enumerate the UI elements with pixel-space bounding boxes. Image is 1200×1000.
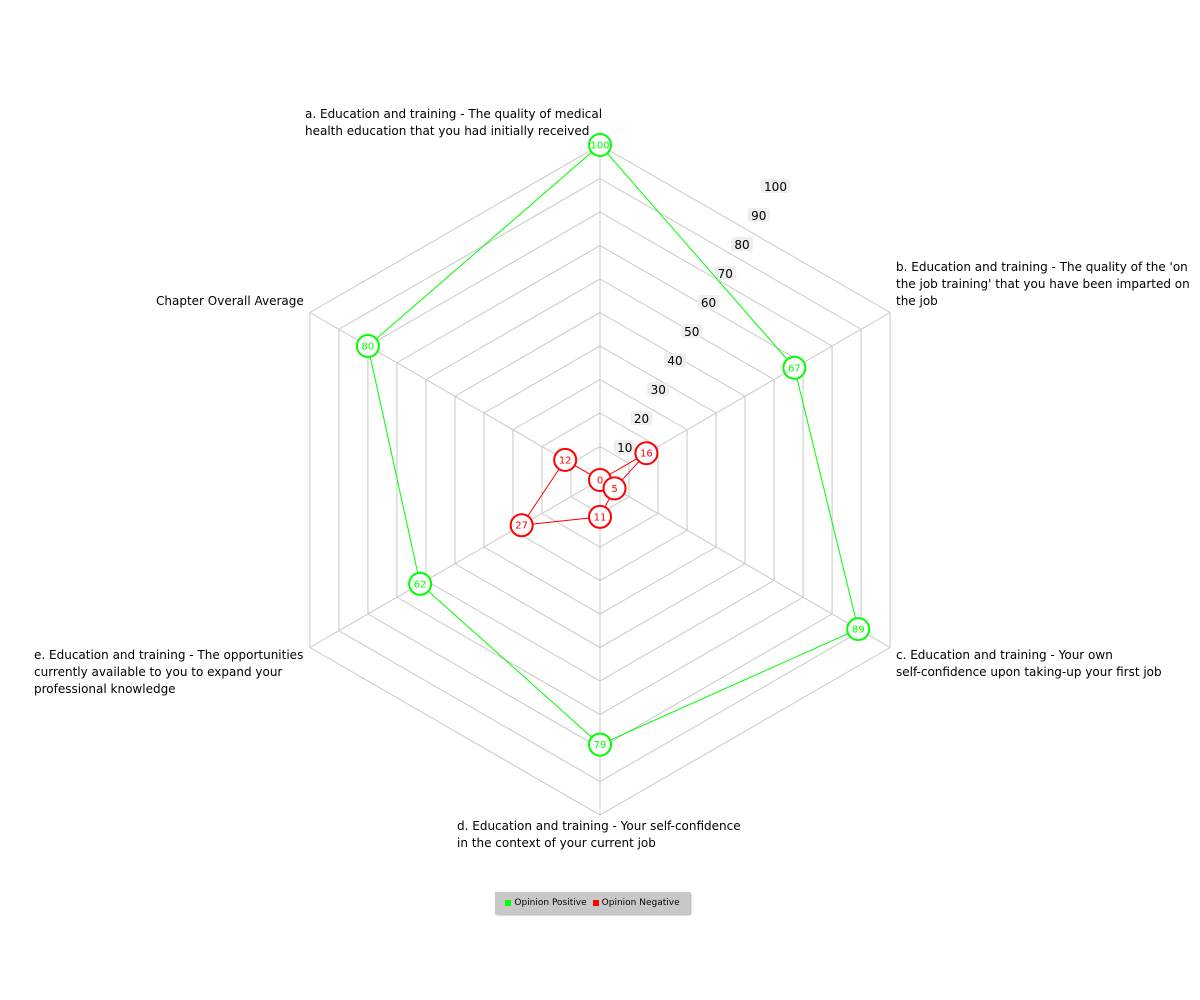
legend-label-negative: Opinion Negative (601, 898, 680, 908)
data-label-0-4: 62 (414, 579, 427, 590)
data-label-1-2: 5 (611, 484, 617, 495)
data-label-1-5: 12 (559, 455, 572, 466)
data-point-0-0[interactable]: 100 (588, 133, 612, 157)
svg-text:90: 90 (751, 209, 766, 223)
radar-series: 100 67 89 79 62 80 0 16 5 11 27 12 (355, 133, 871, 757)
legend-item-negative[interactable]: Opinion Negative (592, 898, 680, 908)
data-label-1-4: 27 (515, 521, 528, 532)
data-point-1-2[interactable]: 5 (602, 476, 627, 501)
svg-text:40: 40 (667, 354, 682, 368)
data-point-0-5[interactable]: 80 (355, 334, 380, 358)
tick-label-100: 100 (760, 178, 791, 194)
tick-label-50: 50 (680, 323, 703, 339)
axis-label-e: e. Education and training - The opportun… (34, 648, 304, 696)
svg-text:30: 30 (651, 383, 666, 397)
data-label-0-0: 100 (590, 141, 609, 152)
axis-label-a: a. Education and training - The quality … (305, 107, 603, 138)
data-point-1-4[interactable]: 27 (509, 513, 534, 538)
series-line-0 (367, 144, 859, 746)
legend-swatch-negative (592, 900, 599, 906)
data-point-1-5[interactable]: 12 (553, 447, 578, 472)
data-label-0-3: 79 (594, 740, 607, 751)
tick-label-30: 30 (647, 381, 670, 397)
legend: Opinion Positive Opinion Negative (495, 892, 690, 914)
legend-item-positive[interactable]: Opinion Positive (505, 898, 587, 908)
tick-label-90: 90 (747, 207, 770, 223)
svg-text:70: 70 (718, 267, 733, 281)
svg-text:50: 50 (684, 325, 699, 339)
axis-label-overall: Chapter Overall Average (156, 294, 304, 308)
series-1: 0 16 5 11 27 12 (509, 441, 659, 538)
tick-label-10: 10 (613, 439, 636, 455)
tick-label-80: 80 (731, 236, 753, 252)
legend-swatch-positive (505, 900, 512, 906)
data-label-1-3: 11 (594, 512, 607, 523)
data-label-1-0: 0 (597, 476, 603, 487)
data-label-0-2: 89 (852, 625, 865, 636)
svg-text:100: 100 (764, 180, 787, 194)
axis-label-b: b. Education and training - The quality … (896, 260, 1190, 308)
axis-label-d: d. Education and training - Your self-co… (457, 819, 741, 850)
tick-label-20: 20 (630, 410, 653, 426)
svg-text:80: 80 (734, 238, 749, 252)
data-point-0-4[interactable]: 62 (408, 571, 433, 596)
data-point-0-1[interactable]: 67 (782, 355, 807, 380)
spoke-2 (599, 479, 891, 648)
data-label-0-5: 80 (362, 342, 375, 353)
data-point-0-3[interactable]: 79 (588, 732, 612, 757)
radial-tick-labels: 10 20 30 40 50 60 70 80 90 100 (613, 178, 791, 455)
svg-text:10: 10 (617, 441, 632, 455)
svg-text:60: 60 (701, 296, 716, 310)
legend-label-positive: Opinion Positive (514, 898, 587, 908)
axis-label-c: c. Education and training - Your own sel… (896, 648, 1162, 679)
data-label-1-1: 16 (640, 449, 653, 460)
data-point-0-2[interactable]: 89 (846, 617, 871, 642)
data-point-1-1[interactable]: 16 (634, 441, 659, 466)
data-label-0-1: 67 (788, 363, 801, 374)
svg-text:20: 20 (634, 412, 649, 426)
data-point-1-3[interactable]: 11 (588, 504, 612, 529)
tick-label-70: 70 (714, 265, 737, 281)
tick-label-40: 40 (664, 352, 686, 368)
spoke-4 (309, 479, 601, 648)
tick-label-60: 60 (697, 294, 720, 310)
